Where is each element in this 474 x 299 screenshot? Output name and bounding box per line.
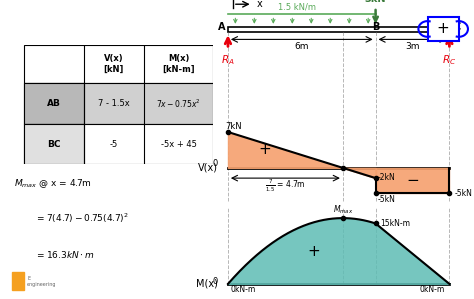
Text: $= 16.3kN \cdot m$: $= 16.3kN \cdot m$ — [35, 249, 94, 260]
Text: A: A — [218, 22, 226, 32]
Text: 7kN: 7kN — [226, 122, 242, 131]
Text: x: x — [256, 0, 262, 9]
Text: 3m: 3m — [405, 42, 420, 51]
Text: -5: -5 — [109, 140, 118, 149]
Bar — [24, 45, 213, 83]
Text: B: B — [372, 22, 379, 32]
Text: M(x)
[kN-m]: M(x) [kN-m] — [162, 54, 195, 74]
Text: 0kN-m: 0kN-m — [419, 286, 445, 295]
Text: AB: AB — [47, 99, 61, 108]
Text: $M_{max}$: $M_{max}$ — [333, 203, 353, 216]
Text: E
engineering: E engineering — [27, 276, 57, 287]
Text: 0: 0 — [213, 277, 218, 286]
Text: $= 7(4.7) - 0.75(4.7)^2$: $= 7(4.7) - 0.75(4.7)^2$ — [35, 212, 128, 225]
Text: 7 - 1.5x: 7 - 1.5x — [98, 99, 129, 108]
Text: 0kN-m: 0kN-m — [230, 286, 255, 295]
Bar — [11, 272, 24, 290]
Bar — [24, 124, 84, 164]
Bar — [24, 83, 84, 124]
Text: 6m: 6m — [294, 42, 309, 51]
Text: $\frac{7}{1.5}$ = 4.7m: $\frac{7}{1.5}$ = 4.7m — [265, 178, 305, 194]
Text: BC: BC — [47, 140, 61, 149]
Text: 1.5 kN/m: 1.5 kN/m — [278, 2, 316, 11]
Bar — [428, 17, 459, 41]
Text: M(x): M(x) — [196, 279, 218, 289]
Text: −: − — [406, 173, 419, 188]
Text: -5kN: -5kN — [454, 189, 472, 198]
Text: -2kN: -2kN — [378, 173, 396, 181]
Bar — [24, 83, 213, 124]
Text: 15kN-m: 15kN-m — [381, 219, 410, 228]
Text: C: C — [453, 22, 460, 32]
Text: -5x + 45: -5x + 45 — [161, 140, 196, 149]
Text: $M_{max}$ @ x = 4.7m: $M_{max}$ @ x = 4.7m — [14, 177, 91, 190]
Text: 3kN: 3kN — [365, 0, 386, 4]
Text: +: + — [437, 22, 449, 36]
Text: +: + — [258, 142, 271, 158]
Text: V(x): V(x) — [198, 163, 218, 173]
Text: V(x)
[kN]: V(x) [kN] — [104, 54, 124, 74]
Text: -5kN: -5kN — [378, 195, 396, 204]
Text: +: + — [308, 244, 320, 259]
Text: 0: 0 — [213, 159, 218, 168]
Text: $7x-0.75x^2$: $7x-0.75x^2$ — [156, 97, 201, 110]
Bar — [24, 124, 213, 164]
Text: $R_C$: $R_C$ — [442, 54, 456, 67]
Text: $R_A$: $R_A$ — [221, 54, 235, 67]
Bar — [228, 27, 449, 32]
